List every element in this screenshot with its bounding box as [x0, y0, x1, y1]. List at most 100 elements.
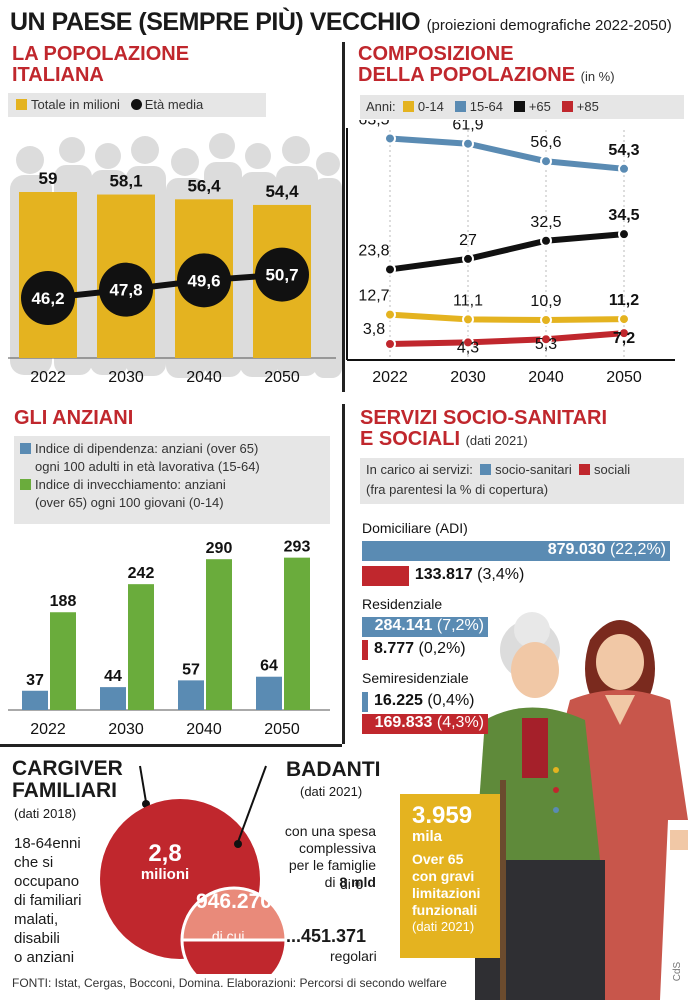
- caregiver-title: CARGIVER FAMILIARI: [12, 757, 123, 802]
- badanti-total: 946.270: [196, 890, 272, 913]
- composizione-point: [618, 327, 630, 340]
- composizione-point: [384, 132, 396, 145]
- blue-swatch-icon: [454, 101, 466, 112]
- caregiver-year: (dati 2018): [14, 806, 77, 821]
- divider-middle: [342, 404, 345, 744]
- dipendenza-label: 37: [26, 672, 44, 689]
- servizi-bar-label: 169.833 (4,3%): [374, 714, 484, 731]
- dipendenza-bar: [22, 690, 48, 710]
- dipendenza-bar: [100, 687, 126, 710]
- popolazione-x-tick: 2040: [186, 369, 222, 386]
- main-subtitle: (proiezioni demografiche 2022-2050): [426, 17, 672, 34]
- yellow-swatch-icon: [16, 99, 27, 110]
- composizione-point: [384, 308, 396, 321]
- caregiver-illustration: [475, 612, 688, 1000]
- invecchiamento-label: 290: [206, 540, 233, 557]
- badanti-title: BADANTI: [286, 758, 381, 781]
- composizione-label: 5,3: [535, 336, 557, 353]
- servizi-bar-label: 879.030 (22,2%): [547, 541, 666, 558]
- composizione-label: 34,5: [608, 207, 639, 224]
- invecchiamento-label: 293: [284, 539, 311, 556]
- composizione-x-tick: 2040: [528, 369, 564, 386]
- black-dot-icon: [130, 99, 142, 110]
- servizi-bar: [362, 692, 368, 712]
- servizi-legend: In carico ai servizi: socio-sanitari soc…: [360, 458, 684, 504]
- composizione-label: 23,8: [358, 242, 389, 259]
- popolazione-bar-label: 56,4: [187, 176, 221, 195]
- popolazione-x-tick: 2030: [108, 369, 144, 386]
- invecchiamento-bar: [206, 559, 232, 710]
- elderly-woman-figure: [475, 612, 605, 1000]
- dipendenza-label: 64: [260, 658, 278, 675]
- badanti-spesa-unit: di €: [340, 876, 363, 892]
- servizi-bar-label: 16.225 (0,4%): [374, 692, 475, 709]
- anziani-x-tick: 2040: [186, 721, 222, 738]
- invecchiamento-bar: [284, 557, 310, 710]
- servizi-bar: [362, 566, 409, 586]
- anziani-title: GLI ANZIANI: [14, 407, 134, 429]
- over65-value: 3.959: [412, 802, 473, 829]
- servizi-bar-label: 284.141 (7,2%): [374, 617, 484, 634]
- composizione-label: 11,2: [609, 292, 639, 309]
- popolazione-title: LA POPOLAZIONE ITALIANA: [12, 43, 190, 86]
- page-title: UN PAESE (SEMPRE PIÙ) VECCHIO (proiezion…: [10, 8, 672, 37]
- composizione-line: [389, 231, 625, 273]
- eta-media-label: 49,6: [187, 271, 220, 290]
- yellow-swatch-icon: [402, 101, 414, 112]
- composizione-chart: 63,5 61,9 56,6 54,3 23,8 27 32,5 34,5 12,7 11,1 10…: [346, 120, 675, 386]
- red-swatch-icon: [578, 464, 590, 475]
- composizione-point: [618, 162, 630, 175]
- composizione-point: [540, 314, 552, 326]
- composizione-point: [618, 313, 630, 326]
- over65-unit: mila: [412, 828, 443, 845]
- composizione-point: [618, 228, 630, 241]
- green-swatch-icon: [20, 479, 31, 490]
- caregiver-pointer: [139, 765, 147, 803]
- composizione-label: 63,5: [358, 120, 389, 128]
- servizi-bar-label: 133.817 (3,4%): [414, 566, 525, 583]
- servizi-bar: [362, 617, 488, 637]
- composizione-label: 11,1: [453, 292, 483, 309]
- eta-media-label: 50,7: [265, 266, 298, 285]
- over65-box: 3.959 mila Over 65 con gravi limitazioni…: [400, 794, 500, 958]
- caregiver-description: 18-64enni che si occupano di familiari m…: [14, 835, 82, 966]
- composizione-label: 10,9: [530, 293, 561, 310]
- composizione-title: COMPOSIZIONE DELLA POPOLAZIONE (in %): [358, 43, 615, 86]
- footer-sources: FONTI: Istat, Cergas, Bocconi, Domina. E…: [12, 976, 447, 990]
- badanti-regolari-value: ...451.371: [286, 926, 367, 946]
- eta-media-point: [21, 271, 75, 325]
- eta-media-point: [99, 262, 153, 317]
- composizione-point: [384, 338, 396, 350]
- anziani-chart: 37 188 2022 44 242 2030 57 290 2040 64 293 2050: [8, 539, 330, 738]
- popolazione-bar-label: 54,4: [265, 182, 299, 201]
- servizi-category-label: Semiresidenziale: [362, 670, 469, 686]
- composizione-point: [462, 336, 474, 349]
- servizi-bar: [362, 640, 368, 660]
- dipendenza-label: 44: [104, 668, 122, 685]
- badanti-lower-half: [180, 938, 288, 974]
- divider-top: [342, 42, 345, 392]
- composizione-point: [540, 234, 552, 247]
- servizi-bar-label: 8.777 (0,2%): [374, 640, 466, 657]
- badanti-year: (dati 2021): [300, 784, 363, 799]
- composizione-label: 12,7: [358, 288, 389, 305]
- composizione-x-tick: 2050: [606, 369, 642, 386]
- badanti-pointer-dot: [234, 840, 242, 848]
- eta-media-label: 47,8: [109, 281, 142, 300]
- invecchiamento-label: 242: [128, 565, 155, 582]
- over65-description: Over 65 con gravi limitazioni funzionali: [412, 851, 481, 918]
- badanti-regolari-label: regolari: [330, 948, 377, 964]
- composizione-label: 4,3: [457, 339, 479, 356]
- red-swatch-icon: [561, 101, 573, 112]
- main-title: UN PAESE (SEMPRE PIÙ) VECCHIO: [10, 8, 421, 36]
- anziani-x-tick: 2022: [30, 721, 66, 738]
- composizione-point: [384, 263, 396, 276]
- popolazione-chart: 59 2022 58,1 2030 56,4 2040 54,4 2050 46,2 47,8 4…: [8, 133, 342, 386]
- composizione-point: [540, 333, 552, 346]
- invecchiamento-bar: [50, 612, 76, 710]
- composizione-label: 3,8: [363, 321, 385, 338]
- servizi-bar: [362, 541, 670, 561]
- divider-bottom: [0, 744, 342, 747]
- servizi-bar: [362, 714, 488, 734]
- caregiver-big-label: 2,8 milioni: [140, 840, 190, 884]
